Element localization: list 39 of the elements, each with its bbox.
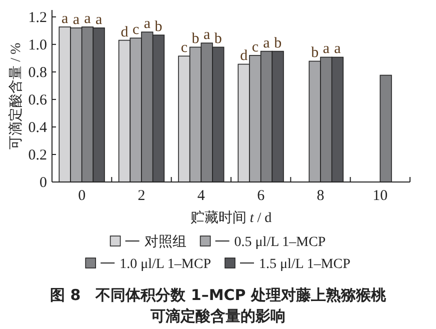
legend-label: 0.5 μl/L 1–MCP bbox=[234, 235, 326, 250]
data-label: a bbox=[144, 16, 151, 32]
data-label: d bbox=[240, 48, 248, 64]
data-label: b bbox=[274, 35, 282, 52]
data-label: a bbox=[84, 10, 92, 27]
y-tick-label: 0.6 bbox=[28, 92, 48, 108]
legend-label: 1.0 μl/L 1–MCP bbox=[120, 257, 212, 272]
x-tick-label: 4 bbox=[197, 188, 206, 204]
data-label: a bbox=[96, 12, 102, 28]
x-tick-label: 2 bbox=[138, 188, 146, 204]
legend-label: 对照组 bbox=[144, 234, 186, 250]
data-label: a bbox=[72, 12, 80, 28]
x-tick-label: 6 bbox=[257, 188, 266, 204]
text: 图 8 不同体积分数 1–MCP 处理对藤上熟猕猴桃可滴定酸含量的影响 bbox=[50, 286, 387, 325]
data-label: b bbox=[192, 31, 200, 48]
y-tick-label: 0.4 bbox=[28, 120, 48, 136]
y-tick-label: 1.2 bbox=[28, 10, 47, 26]
y-tick-label: 1.0 bbox=[28, 37, 47, 54]
data-label: a bbox=[322, 41, 330, 58]
data-label: b bbox=[154, 19, 162, 36]
data-label: a bbox=[334, 41, 342, 58]
data-label: d bbox=[120, 24, 129, 40]
data-label: c bbox=[132, 22, 140, 38]
data-label: a bbox=[204, 27, 210, 44]
data-label: c bbox=[180, 40, 188, 56]
legend-label: 1.5 μl/L 1–MCP bbox=[259, 257, 351, 272]
x-tick-label: 8 bbox=[316, 188, 324, 204]
data-label: c bbox=[252, 39, 259, 56]
x-axis-title: 贮藏时间 t / d bbox=[190, 210, 272, 226]
data-label: b bbox=[214, 31, 222, 48]
data-label: b bbox=[311, 45, 319, 62]
y-tick-label: 0.8 bbox=[28, 64, 47, 81]
y-tick-label: 0 bbox=[40, 175, 47, 191]
y-tick-label: 0.2 bbox=[28, 147, 47, 164]
x-tick-label: 0 bbox=[78, 188, 86, 204]
y-axis-title: 可滴定酸含量 / % bbox=[8, 42, 24, 150]
x-tick-label: 10 bbox=[372, 188, 388, 204]
data-label: a bbox=[263, 35, 270, 52]
data-label: a bbox=[61, 10, 68, 27]
